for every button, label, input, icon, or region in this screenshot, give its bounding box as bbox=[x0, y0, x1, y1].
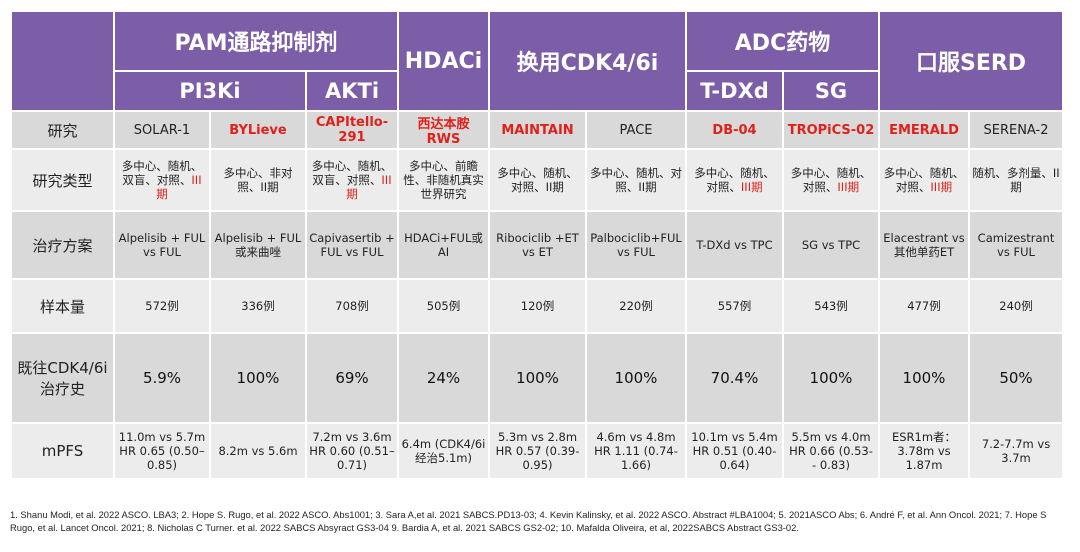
header-akti: AKTi bbox=[305, 70, 399, 112]
row-label-sample-size: 样本量 bbox=[10, 278, 115, 334]
header-tdxd: T-DXd bbox=[685, 70, 784, 112]
study-type-phase: III期 bbox=[346, 173, 392, 201]
prior-cdk-rate: 70.4% bbox=[685, 332, 784, 424]
header-pam: PAM通路抑制剂 bbox=[113, 10, 399, 72]
study-name: MAINTAIN bbox=[488, 110, 587, 150]
prior-cdk-rate: 100% bbox=[209, 332, 307, 424]
mpfs-value: 10.1m vs 5.4m HR 0.51 (0.40-0.64) bbox=[685, 422, 784, 480]
row-label-plan: 治疗方案 bbox=[10, 210, 115, 280]
row-label-prior-cdk: 既往CDK4/6i治疗史 bbox=[10, 332, 115, 424]
study-type-main: 多中心、随机、对照、 bbox=[790, 166, 872, 194]
header-cdk: 换用CDK4/6i bbox=[488, 10, 687, 112]
treatment-plan: Alpelisib + FUL或来曲唑 bbox=[209, 210, 307, 280]
mpfs-value: 8.2m vs 5.6m bbox=[209, 422, 307, 480]
study-name: SOLAR-1 bbox=[113, 110, 211, 150]
prior-cdk-rate: 100% bbox=[782, 332, 880, 424]
prior-cdk-rate: 100% bbox=[488, 332, 587, 424]
study-type-main: 多中心、随机、对照、 bbox=[883, 166, 965, 194]
study-type: 多中心、非对照、II期 bbox=[209, 148, 307, 212]
study-type-phase: III期 bbox=[740, 180, 763, 194]
prior-cdk-rate: 24% bbox=[397, 332, 490, 424]
study-name: 西达本胺RWS bbox=[397, 110, 490, 150]
sample-size: 708例 bbox=[305, 278, 399, 334]
study-type-main: 多中心、随机、对照、II期 bbox=[590, 166, 682, 194]
prior-cdk-rate: 69% bbox=[305, 332, 399, 424]
mpfs-value: 7.2m vs 3.6m HR 0.60 (0.51–0.71) bbox=[305, 422, 399, 480]
header-corner bbox=[10, 10, 115, 112]
header-adc: ADC药物 bbox=[685, 10, 880, 72]
comparison-table: PAM通路抑制剂 HDACi 换用CDK4/6i ADC药物 口服SERD PI… bbox=[10, 10, 1065, 480]
study-type-phase: III期 bbox=[156, 173, 202, 201]
study-type-main: 多中心、前瞻性、非随机真实世界研究 bbox=[403, 159, 484, 201]
study-type: 多中心、随机、双盲、对照、III期 bbox=[113, 148, 211, 212]
sample-size: 543例 bbox=[782, 278, 880, 334]
treatment-plan: Alpelisib + FUL vs FUL bbox=[113, 210, 211, 280]
prior-cdk-rate: 50% bbox=[967, 332, 1065, 424]
study-type: 随机、多剂量、II期 bbox=[967, 148, 1065, 212]
study-name: BYLieve bbox=[209, 110, 307, 150]
study-type: 多中心、随机、对照、II期 bbox=[488, 148, 587, 212]
sample-size: 557例 bbox=[685, 278, 784, 334]
study-type-main: 多中心、随机、对照、 bbox=[694, 166, 775, 194]
treatment-plan: Palbociclib+FUL vs FUL bbox=[585, 210, 687, 280]
sample-size: 336例 bbox=[209, 278, 307, 334]
header-pi3ki: PI3Ki bbox=[113, 70, 307, 112]
mpfs-value: 11.0m vs 5.7m HR 0.65 (0.50–0.85) bbox=[113, 422, 211, 480]
sample-size: 477例 bbox=[878, 278, 970, 334]
study-type: 多中心、随机、对照、III期 bbox=[685, 148, 784, 212]
study-name: SERENA-2 bbox=[967, 110, 1065, 150]
header-sg: SG bbox=[782, 70, 880, 112]
study-type: 多中心、随机、双盲、对照、III期 bbox=[305, 148, 399, 212]
study-name: EMERALD bbox=[878, 110, 970, 150]
prior-cdk-rate: 100% bbox=[585, 332, 687, 424]
treatment-plan: HDACi+FUL或AI bbox=[397, 210, 490, 280]
study-name: CAPItello-291 bbox=[305, 110, 399, 150]
mpfs-value: ESR1m者：3.78m vs 1.87m bbox=[878, 422, 970, 480]
mpfs-value: 5.5m vs 4.0m HR 0.66 (0.53- - 0.83) bbox=[782, 422, 880, 480]
treatment-plan: Ribociclib +ET vs ET bbox=[488, 210, 587, 280]
study-type-phase: III期 bbox=[837, 180, 860, 194]
header-serd: 口服SERD bbox=[877, 10, 1065, 112]
mpfs-value: 5.3m vs 2.8m HR 0.57 (0.39-0.95) bbox=[488, 422, 587, 480]
study-type: 多中心、随机、对照、III期 bbox=[878, 148, 970, 212]
study-name: TROPiCS-02 bbox=[782, 110, 880, 150]
mpfs-value: 6.4m (CDK4/6i经治5.1m) bbox=[397, 422, 490, 480]
study-type: 多中心、前瞻性、非随机真实世界研究 bbox=[397, 148, 490, 212]
study-type-phase: III期 bbox=[930, 180, 953, 194]
row-label-mpfs: mPFS bbox=[10, 422, 115, 480]
row-label-type: 研究类型 bbox=[10, 148, 115, 212]
study-type-main: 多中心、非对照、II期 bbox=[223, 166, 293, 194]
header-hdaci: HDACi bbox=[397, 10, 490, 112]
treatment-plan: Elacestrant vs 其他单药ET bbox=[878, 210, 970, 280]
sample-size: 240例 bbox=[967, 278, 1065, 334]
study-name: PACE bbox=[585, 110, 687, 150]
prior-cdk-rate: 5.9% bbox=[113, 332, 211, 424]
study-type-main: 随机、多剂量、II期 bbox=[972, 166, 1060, 194]
study-type-main: 多中心、随机、对照、II期 bbox=[497, 166, 578, 194]
sample-size: 505例 bbox=[397, 278, 490, 334]
treatment-plan: Capivasertib + FUL vs FUL bbox=[305, 210, 399, 280]
study-type: 多中心、随机、对照、II期 bbox=[585, 148, 687, 212]
study-name: DB-04 bbox=[685, 110, 784, 150]
sample-size: 220例 bbox=[585, 278, 687, 334]
sample-size: 572例 bbox=[113, 278, 211, 334]
mpfs-value: 7.2-7.7m vs 3.7m bbox=[967, 422, 1065, 480]
study-type-main: 多中心、随机、双盲、对照、 bbox=[311, 159, 393, 187]
treatment-plan: SG vs TPC bbox=[782, 210, 880, 280]
study-type-main: 多中心、随机、双盲、对照、 bbox=[121, 159, 203, 187]
prior-cdk-rate: 100% bbox=[878, 332, 970, 424]
references-footnote: 1. Shanu Modi, et al. 2022 ASCO. LBA3; 2… bbox=[10, 509, 1047, 533]
mpfs-value: 4.6m vs 4.8m HR 1.11 (0.74-1.66) bbox=[585, 422, 687, 480]
row-label-study: 研究 bbox=[10, 110, 115, 150]
treatment-plan: Camizestrant vs FUL bbox=[967, 210, 1065, 280]
treatment-plan: T-DXd vs TPC bbox=[685, 210, 784, 280]
sample-size: 120例 bbox=[488, 278, 587, 334]
study-type: 多中心、随机、对照、III期 bbox=[782, 148, 880, 212]
